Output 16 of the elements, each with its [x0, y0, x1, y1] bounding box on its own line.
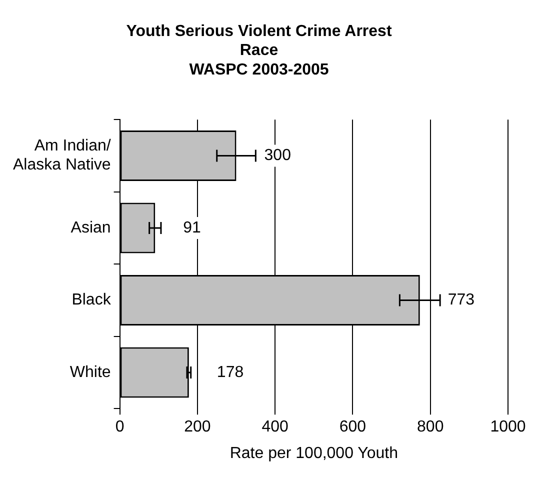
data-label: 91: [183, 219, 202, 236]
x-tick-label: 0: [115, 418, 124, 436]
x-tick-label: 600: [339, 418, 366, 436]
x-tick-label: 1000: [490, 418, 526, 436]
x-tick-label: 800: [417, 418, 444, 436]
x-tick-label: 200: [184, 418, 211, 436]
x-axis-title: Rate per 100,000 Youth: [230, 444, 398, 462]
y-tick-label: White: [70, 364, 111, 381]
data-label: 773: [448, 292, 475, 309]
data-label: 300: [264, 147, 292, 164]
x-tick-label: 400: [262, 418, 289, 436]
chart-title: Youth Serious Violent Crime Arrest Race WASPC 2003-2005: [126, 23, 392, 78]
y-tick-label: Am Indian/ Alaska Native: [12, 138, 112, 174]
y-tick-label: Asian: [70, 219, 111, 236]
y-tick-label: Black: [72, 292, 112, 309]
data-label: 178: [216, 364, 244, 381]
